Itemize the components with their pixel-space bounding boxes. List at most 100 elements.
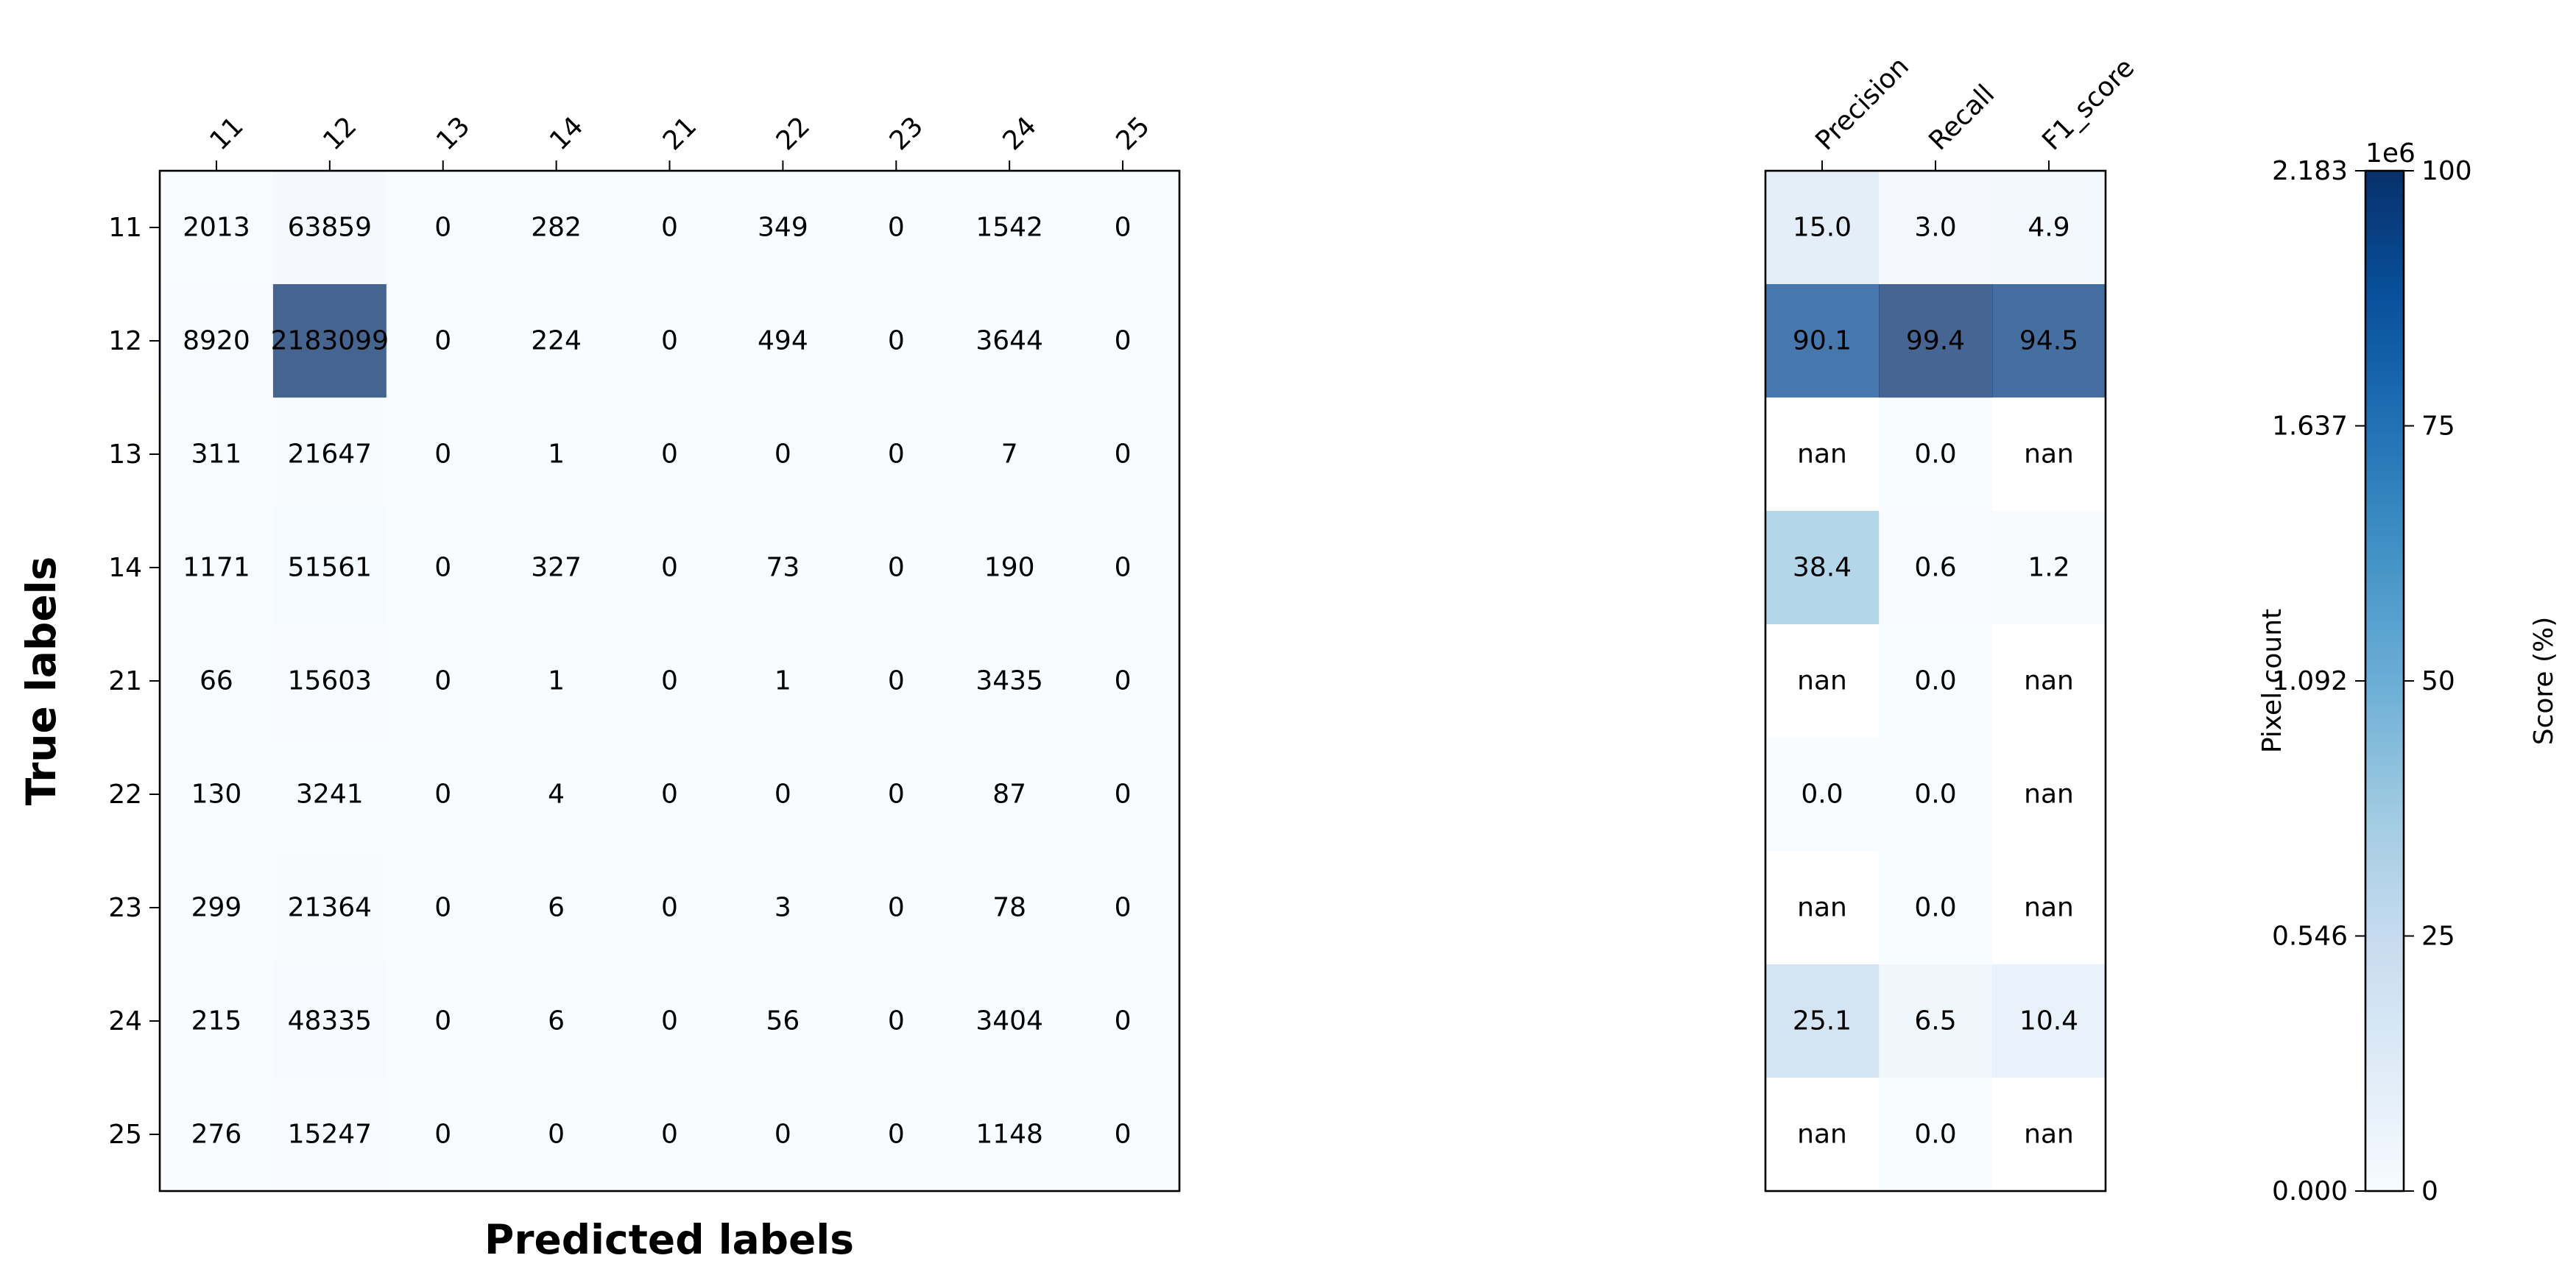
cm-cell-label: 0 bbox=[888, 326, 905, 356]
cm-cell bbox=[272, 851, 387, 965]
cm-cell bbox=[499, 964, 614, 1078]
metric-cell-label: 3.0 bbox=[1914, 213, 1956, 243]
cm-cell bbox=[499, 511, 614, 625]
cm-cell-label: 1 bbox=[774, 666, 791, 696]
metric-cell-label: 0.0 bbox=[1914, 780, 1956, 810]
cm-cell bbox=[160, 738, 274, 852]
cm-cell-label: 1542 bbox=[975, 213, 1043, 243]
cm-cell bbox=[726, 738, 840, 852]
cm-cell-label: 7 bbox=[1001, 439, 1018, 470]
metric-cell bbox=[1765, 738, 1880, 852]
cm-cell-label: 327 bbox=[531, 553, 582, 583]
pixel-count-tick-label: 0.546 bbox=[2272, 922, 2348, 952]
cm-cell bbox=[613, 398, 727, 512]
metric-cell bbox=[1879, 171, 1993, 285]
metrics-heatmap: 15.0 3.0 4.9 90.1 99.4 94.5 nan 0.0 nan 38.4 0.6 1.… bbox=[1764, 52, 2140, 1193]
metric-cell-label: 15.0 bbox=[1793, 213, 1852, 243]
metric-cell bbox=[1765, 1078, 1880, 1192]
y-tick-label: 22 bbox=[108, 780, 142, 810]
cm-cell-label: 0 bbox=[1115, 213, 1132, 243]
cm-cell-label: 21364 bbox=[288, 893, 373, 923]
cm-cell bbox=[1066, 171, 1180, 285]
cm-cell-label: 130 bbox=[191, 780, 242, 810]
cm-cell-label: 0 bbox=[1115, 780, 1132, 810]
cm-cell-label: 3241 bbox=[296, 780, 364, 810]
cm-cell bbox=[272, 284, 387, 398]
cm-cell bbox=[839, 624, 953, 738]
cm-cell bbox=[953, 851, 1067, 965]
score-tick-label: 50 bbox=[2421, 666, 2455, 696]
metric-cell bbox=[1765, 624, 1880, 738]
cm-cell-label: 0 bbox=[774, 439, 791, 470]
pixel-count-tick-label: 1.092 bbox=[2272, 666, 2348, 696]
cm-cell-label: 0 bbox=[1115, 1120, 1132, 1150]
cm-cell bbox=[839, 171, 953, 285]
metric-cell bbox=[1992, 624, 2106, 738]
metric-cell-label: 10.4 bbox=[2019, 1006, 2078, 1036]
cm-cell-label: 6 bbox=[548, 893, 565, 923]
score-tick-label: 75 bbox=[2421, 411, 2455, 442]
metric-x-tick-label: F1_score bbox=[2036, 52, 2140, 156]
metric-cell-label: 25.1 bbox=[1793, 1006, 1852, 1036]
score-tick-label: 25 bbox=[2421, 922, 2455, 952]
metric-cell bbox=[1765, 511, 1880, 625]
cm-cell-label: 0 bbox=[661, 1006, 678, 1036]
cm-cell-label: 0 bbox=[434, 213, 451, 243]
confusion-matrix-y-ticks: 11 12 13 14 21 22 23 24 25 bbox=[108, 213, 160, 1150]
cm-cell-label: 3 bbox=[774, 893, 791, 923]
cm-cell bbox=[839, 851, 953, 965]
metric-cell-label: nan bbox=[2024, 780, 2074, 810]
confusion-matrix-cell-labels: 2013 63859 0 282 0 349 0 1542 0 8920 2183099 0 224 0 4… bbox=[183, 213, 1131, 1150]
cm-cell bbox=[386, 624, 501, 738]
cm-cell bbox=[953, 284, 1067, 398]
cm-cell-label: 0 bbox=[434, 893, 451, 923]
cm-cell-label: 0 bbox=[434, 1006, 451, 1036]
cm-cell-label: 0 bbox=[888, 1006, 905, 1036]
metric-cell bbox=[1879, 851, 1993, 965]
metric-cell bbox=[1992, 284, 2106, 398]
cm-cell bbox=[272, 511, 387, 625]
metrics-heatmap-cells bbox=[1765, 171, 2106, 1192]
x-tick-label: 25 bbox=[1110, 111, 1155, 156]
score-ticks: 0 25 50 75 100 bbox=[2404, 156, 2472, 1206]
cm-cell-label: 0 bbox=[434, 780, 451, 810]
cm-cell-label: 87 bbox=[992, 780, 1026, 810]
metric-cell-label: nan bbox=[2024, 1120, 2074, 1150]
cm-cell-label: 66 bbox=[200, 666, 233, 696]
cm-cell-label: 190 bbox=[984, 553, 1035, 583]
y-tick-label: 21 bbox=[108, 666, 142, 696]
cm-cell bbox=[839, 964, 953, 1078]
metric-x-tick-label: Recall bbox=[1923, 79, 2000, 156]
cm-cell bbox=[613, 851, 727, 965]
cm-cell bbox=[160, 398, 274, 512]
cm-cell-label: 0 bbox=[1115, 553, 1132, 583]
y-axis-label: True labels bbox=[18, 557, 65, 805]
cm-cell-label: 0 bbox=[548, 1120, 565, 1150]
cm-cell-label: 3644 bbox=[975, 326, 1043, 356]
cm-cell bbox=[386, 738, 501, 852]
colorbar-gradient bbox=[2364, 169, 2405, 1193]
cm-cell-label: 1 bbox=[548, 439, 565, 470]
metric-cell-label: 0.0 bbox=[1914, 1120, 1956, 1150]
cm-cell bbox=[1066, 398, 1180, 512]
metric-cell-label: 1.2 bbox=[2028, 553, 2069, 583]
cm-cell-label: 63859 bbox=[288, 213, 373, 243]
metric-cell-label: nan bbox=[2024, 439, 2074, 470]
cm-cell bbox=[499, 284, 614, 398]
metric-cell-label: 0.0 bbox=[1914, 666, 1956, 696]
cm-cell bbox=[726, 624, 840, 738]
metric-cell-label: 90.1 bbox=[1793, 326, 1852, 356]
cm-cell-label: 0 bbox=[661, 213, 678, 243]
cm-cell-label: 1171 bbox=[183, 553, 250, 583]
colorbar-offset-text: 1e6 bbox=[2365, 138, 2416, 169]
score-tick-label: 100 bbox=[2421, 156, 2472, 186]
cm-cell bbox=[272, 398, 387, 512]
cm-cell bbox=[839, 511, 953, 625]
metric-cell-label: 94.5 bbox=[2019, 326, 2078, 356]
pixel-count-tick-label: 2.183 bbox=[2272, 156, 2348, 186]
confusion-matrix-cells bbox=[160, 171, 1180, 1192]
cm-cell bbox=[726, 511, 840, 625]
cm-cell-label: 21647 bbox=[288, 439, 373, 470]
